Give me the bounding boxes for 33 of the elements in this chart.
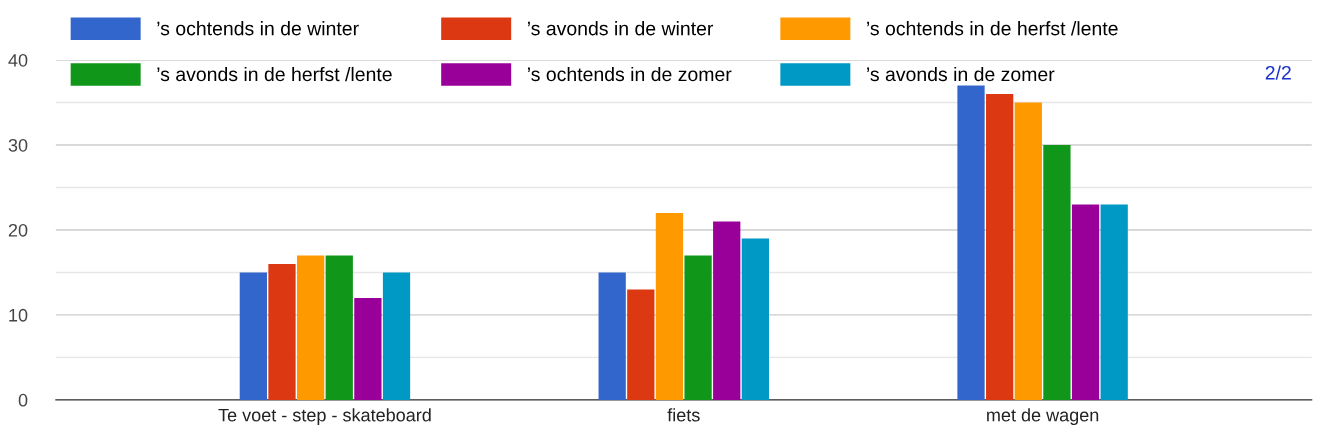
bar [1043,144,1071,400]
bar [325,255,353,400]
bar [684,255,712,400]
legend-label: ’s ochtends in de winter [157,21,359,36]
bar [239,272,267,400]
bar [354,297,382,400]
bar [627,289,655,400]
legend-label: ’s avonds in de winter [527,21,714,36]
x-tick-label: Te voet - step - skateboard [218,408,431,426]
x-tick-label: fiets [667,408,700,422]
y-tick-label: 20 [8,223,28,237]
bar [1071,204,1100,400]
y-tick-label: 0 [18,393,28,407]
y-tick-label: 30 [8,138,28,152]
legend-label: ’s avonds in de herfst /lente [157,66,392,82]
bar [655,212,684,400]
legend-label: ’s ochtends in de herfst /lente [867,21,1118,36]
bar [986,93,1014,400]
legend-label: ’s ochtends in de zomer [527,66,732,82]
annotation: 2/2 [1265,65,1291,80]
x-tick-label: met de wagen [987,408,1099,426]
bar [741,238,769,400]
legend-label: ’s avonds in de zomer [867,66,1055,82]
y-tick-label: 10 [9,308,28,322]
bar [268,263,296,400]
y-tick-label: 40 [8,53,28,67]
bar [598,272,626,400]
bar [713,221,741,400]
bar [1100,204,1128,400]
bar [1014,102,1042,400]
bar [382,272,411,400]
bar [296,255,325,400]
bar [957,85,985,400]
